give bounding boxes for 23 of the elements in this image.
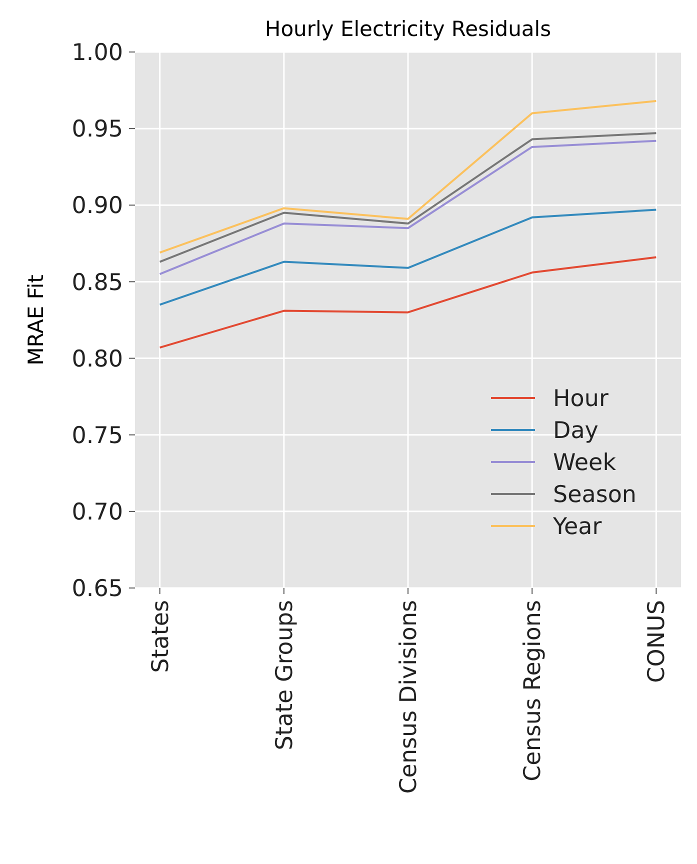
y-tick-label: 0.95: [72, 116, 123, 143]
y-tick-label: 0.75: [72, 422, 123, 449]
legend-label: Year: [552, 514, 602, 540]
legend-label: Day: [553, 418, 598, 444]
x-tick-label: Census Divisions: [396, 600, 422, 794]
x-tick-label: CONUS: [644, 600, 670, 683]
y-tick-label: 0.85: [72, 270, 123, 296]
y-tick-label: 0.70: [72, 499, 123, 526]
line-series: [158, 100, 658, 254]
x-tick-label: States: [148, 600, 174, 673]
y-tick-label: 0.65: [72, 576, 123, 602]
legend-label: Week: [553, 450, 617, 476]
legend-label: Hour: [553, 386, 609, 412]
line-series: [158, 256, 658, 349]
x-tick-label: State Groups: [272, 600, 298, 750]
chart-title: Hourly Electricity Residuals: [264, 17, 552, 41]
y-tick-label: 1.00: [72, 40, 123, 66]
x-tick-label: Census Regions: [520, 600, 546, 782]
line-series: [158, 208, 658, 306]
legend-label: Season: [553, 482, 636, 508]
y-tick-label: 0.80: [72, 346, 123, 372]
y-tick-label: 0.90: [72, 193, 123, 220]
y-axis-title: MRAE Fit: [24, 274, 48, 366]
